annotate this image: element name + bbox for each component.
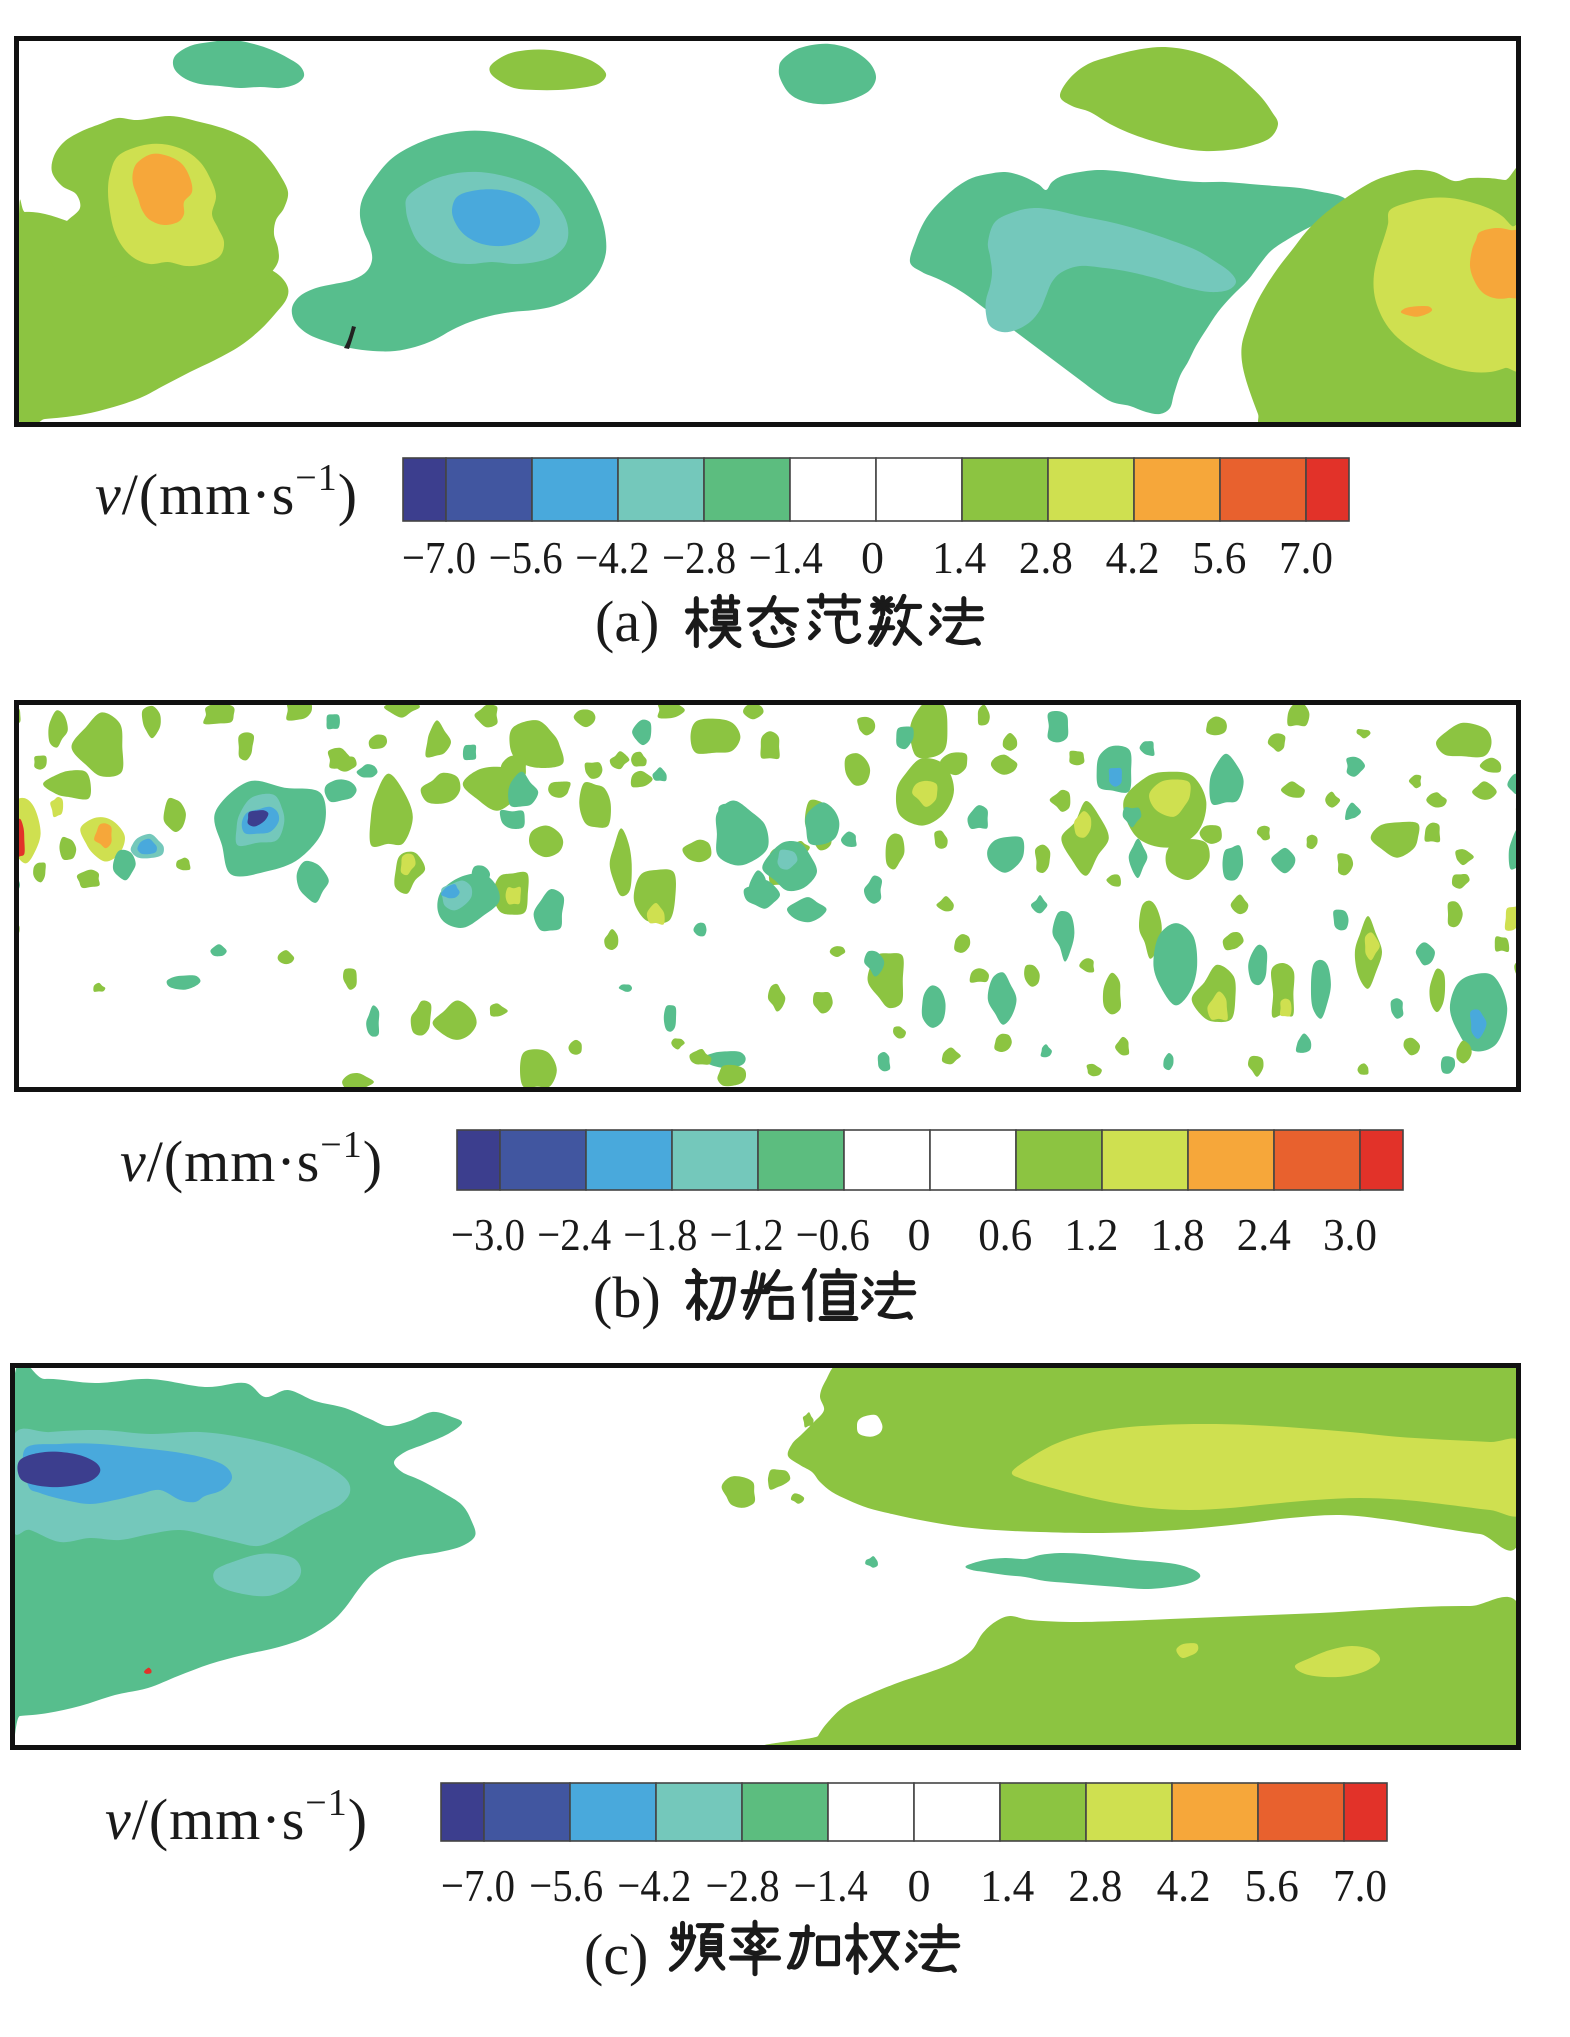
svg-text:2.8: 2.8 xyxy=(1019,532,1073,583)
svg-text:−1.4: −1.4 xyxy=(749,532,823,583)
svg-text:5.6: 5.6 xyxy=(1245,1860,1299,1911)
svg-text:7.0: 7.0 xyxy=(1333,1860,1387,1911)
svg-text:v/(mm·s−1): v/(mm·s−1) xyxy=(120,1124,383,1194)
svg-text:−7.0: −7.0 xyxy=(441,1860,515,1911)
svg-text:(b): (b) xyxy=(593,1265,661,1330)
svg-text:4.2: 4.2 xyxy=(1106,532,1160,583)
svg-text:1.8: 1.8 xyxy=(1151,1209,1205,1260)
svg-text:−2.4: −2.4 xyxy=(537,1209,611,1260)
svg-text:(c): (c) xyxy=(584,1922,648,1987)
svg-text:−7.0: −7.0 xyxy=(402,532,476,583)
svg-text:−5.6: −5.6 xyxy=(529,1860,603,1911)
svg-text:−1.2: −1.2 xyxy=(710,1209,784,1260)
svg-text:7.0: 7.0 xyxy=(1279,532,1333,583)
svg-text:0: 0 xyxy=(861,532,884,583)
svg-text:1.4: 1.4 xyxy=(932,532,986,583)
svg-text:−3.0: −3.0 xyxy=(451,1209,525,1260)
svg-text:1.4: 1.4 xyxy=(980,1860,1034,1911)
svg-text:−1.4: −1.4 xyxy=(794,1860,868,1911)
svg-text:−2.8: −2.8 xyxy=(662,532,736,583)
svg-text:−4.2: −4.2 xyxy=(575,532,649,583)
svg-text:3.0: 3.0 xyxy=(1323,1209,1377,1260)
svg-text:5.6: 5.6 xyxy=(1192,532,1246,583)
svg-text:2.8: 2.8 xyxy=(1068,1860,1122,1911)
svg-text:−5.6: −5.6 xyxy=(489,532,563,583)
svg-text:2.4: 2.4 xyxy=(1237,1209,1291,1260)
svg-text:−2.8: −2.8 xyxy=(706,1860,780,1911)
svg-text:(a): (a) xyxy=(595,589,659,654)
svg-text:v/(mm·s−1): v/(mm·s−1) xyxy=(95,457,358,527)
svg-text:4.2: 4.2 xyxy=(1157,1860,1211,1911)
svg-text:1.2: 1.2 xyxy=(1064,1209,1118,1260)
svg-text:0: 0 xyxy=(908,1860,931,1911)
svg-text:−0.6: −0.6 xyxy=(796,1209,870,1260)
svg-text:0: 0 xyxy=(908,1209,931,1260)
svg-text:−4.2: −4.2 xyxy=(617,1860,691,1911)
svg-text:0.6: 0.6 xyxy=(978,1209,1032,1260)
svg-text:−1.8: −1.8 xyxy=(623,1209,697,1260)
